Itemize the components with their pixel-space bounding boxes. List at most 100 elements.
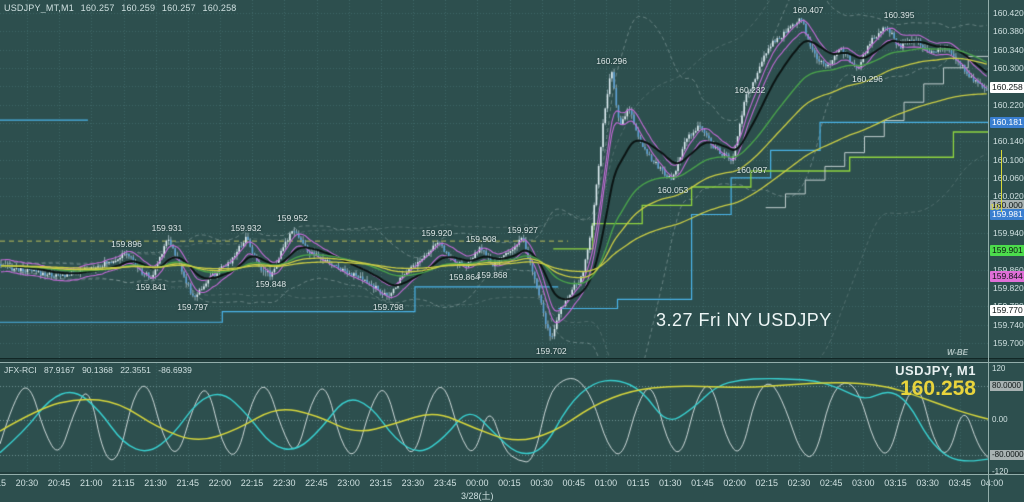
open-level-tag: 159.770 (990, 305, 1024, 317)
high-value: 160.259 (121, 3, 156, 13)
time-axis-label: 21:00 (79, 478, 103, 488)
time-axis-label: 20:15 (0, 478, 6, 488)
panel-separator[interactable] (0, 358, 1024, 363)
indicator-axis-label: 120 (992, 363, 1006, 373)
time-axis-label: 00:30 (530, 478, 553, 488)
time-axis-label: 23:45 (433, 478, 457, 488)
time-axis-label: 01:00 (594, 478, 618, 488)
price-axis-tick: 160.140 (993, 136, 1024, 147)
indicator-symbol-watermark: USDJPY, M1 (895, 363, 976, 378)
time-axis-label: 22:45 (305, 478, 328, 488)
price-axis-tick: 159.740 (993, 319, 1024, 330)
time-axis-label: 00:15 (498, 478, 521, 488)
time-axis-label: 20:45 (47, 478, 71, 488)
indicator-watermark: USDJPY, M1 160.258 (895, 363, 976, 400)
time-axis-label: 22:00 (208, 478, 232, 488)
time-axis-label: 02:45 (819, 478, 843, 488)
time-axis-label: 00:00 (465, 478, 489, 488)
yellow-marker-label: 10 (990, 202, 1000, 213)
time-axis-label: 22:30 (272, 478, 296, 488)
time-axis-label: 21:15 (112, 478, 135, 488)
symbol-timeframe-label: USDJPY_MT,M1 (4, 3, 74, 13)
chart-corner-watermark: W-BE (946, 348, 968, 357)
price-axis-tick: 159.700 (993, 337, 1024, 348)
indicator-title: JFX-RCI 87.9167 90.1368 22.3551 -86.6939 (4, 365, 197, 375)
main-chart-panel[interactable]: USDJPY_MT,M1 160.257 160.259 160.257 160… (0, 0, 988, 358)
low-value: 160.257 (161, 3, 196, 13)
date-label: 3/28(土) (460, 491, 494, 501)
yellow-marker-line (1001, 150, 1002, 213)
indicator-price-watermark: 160.258 (900, 377, 976, 400)
time-axis-label: 23:00 (337, 478, 360, 488)
price-annotation: 160.395 (883, 10, 915, 21)
time-axis-label: 04:00 (980, 478, 1004, 488)
candlestick-chart-canvas[interactable] (0, 0, 988, 358)
price-annotation: 160.296 (852, 73, 883, 84)
time-axis-label: 01:30 (659, 478, 682, 488)
price-annotation: 159.927 (507, 224, 539, 235)
indicator-value-2: 90.1368 (82, 365, 113, 375)
indicator-name: JFX-RCI (4, 365, 37, 375)
magenta-level-tag: 159.844 (990, 271, 1024, 283)
price-axis-tick: 160.220 (993, 99, 1024, 110)
price-axis-tick: 159.860 (993, 264, 1024, 275)
time-axis-label: 03:45 (948, 478, 972, 488)
time-axis-label: 03:00 (852, 478, 875, 488)
panel-separator[interactable] (0, 472, 1024, 475)
indicator-value-4: -86.6939 (158, 365, 192, 375)
time-axis-label: 23:15 (369, 478, 392, 488)
price-axis-tick: 159.820 (993, 282, 1024, 293)
round-level-tag: 160.000 (990, 199, 1024, 211)
price-axis-tick: 160.420 (993, 7, 1024, 18)
rci-indicator-panel[interactable]: JFX-RCI 87.9167 90.1368 22.3551 -86.6939… (0, 363, 988, 472)
indicator-value-3: 22.3551 (120, 365, 151, 375)
oscillator-canvas[interactable] (0, 363, 988, 472)
blue-level-tag: 160.181 (990, 116, 1024, 128)
price-axis-tick: 160.340 (993, 44, 1024, 55)
time-axis-label: 22:15 (240, 478, 264, 488)
price-annotation: 159.868 (476, 269, 508, 280)
time-axis[interactable]: 20:15 20:30 20:45 21:00 21:15 21:30 21:45 22:00… (0, 475, 1024, 502)
price-annotation: 159.931 (151, 222, 183, 233)
price-annotation: 159.908 (465, 233, 497, 244)
time-axis-label: 03:30 (916, 478, 939, 488)
price-annotation: 159.702 (535, 345, 567, 356)
time-axis-label: 01:45 (691, 478, 714, 488)
price-axis[interactable]: 160.420 160.380 160.340 160.300 160.220 160.1… (988, 0, 1024, 502)
price-annotation: 159.841 (135, 282, 167, 293)
price-annotation: 159.848 (255, 279, 287, 290)
open-value: 160.257 (80, 3, 115, 13)
price-annotation: 159.864 (448, 271, 480, 282)
price-annotation: 160.407 (792, 4, 824, 15)
chart-ohlc-header: USDJPY_MT,M1 160.257 160.259 160.257 160… (4, 3, 240, 13)
price-axis-tick: 160.380 (993, 26, 1024, 37)
time-axis-label: 00:45 (562, 478, 586, 488)
time-axis-label: 02:30 (787, 478, 811, 488)
indicator-axis-label: -80.0000 (990, 449, 1024, 460)
green-level-tag: 159.901 (990, 245, 1024, 257)
time-axis-label: 20:30 (15, 478, 39, 488)
price-annotation: 159.798 (372, 301, 404, 312)
price-annotation: 159.896 (111, 239, 142, 250)
indicator-axis-label: 80.0000 (990, 380, 1023, 391)
price-annotation: 160.296 (596, 55, 627, 66)
time-axis-label: 21:45 (176, 478, 199, 488)
price-axis-tick: 160.060 (993, 172, 1024, 183)
price-axis-tick: 160.300 (993, 62, 1024, 73)
time-axis-label: 03:15 (884, 478, 907, 488)
indicator-axis-label: -120 (992, 467, 1009, 476)
price-annotation: 159.920 (421, 228, 453, 239)
price-annotation: 160.097 (736, 164, 768, 175)
price-annotation: 159.952 (277, 213, 308, 224)
time-axis-label: 21:30 (144, 478, 167, 488)
price-axis-tick: 160.020 (993, 191, 1024, 202)
indicator-value-1: 87.9167 (43, 365, 75, 375)
price-annotation: 159.797 (177, 302, 209, 313)
current-price-tag: 160.258 (990, 81, 1024, 93)
time-axis-label: 23:30 (401, 478, 425, 488)
price-axis-tick: 159.940 (993, 227, 1024, 238)
time-axis-label: 02:15 (755, 478, 779, 488)
time-axis-label: 01:15 (626, 478, 650, 488)
time-axis-label: 02:00 (723, 478, 746, 488)
